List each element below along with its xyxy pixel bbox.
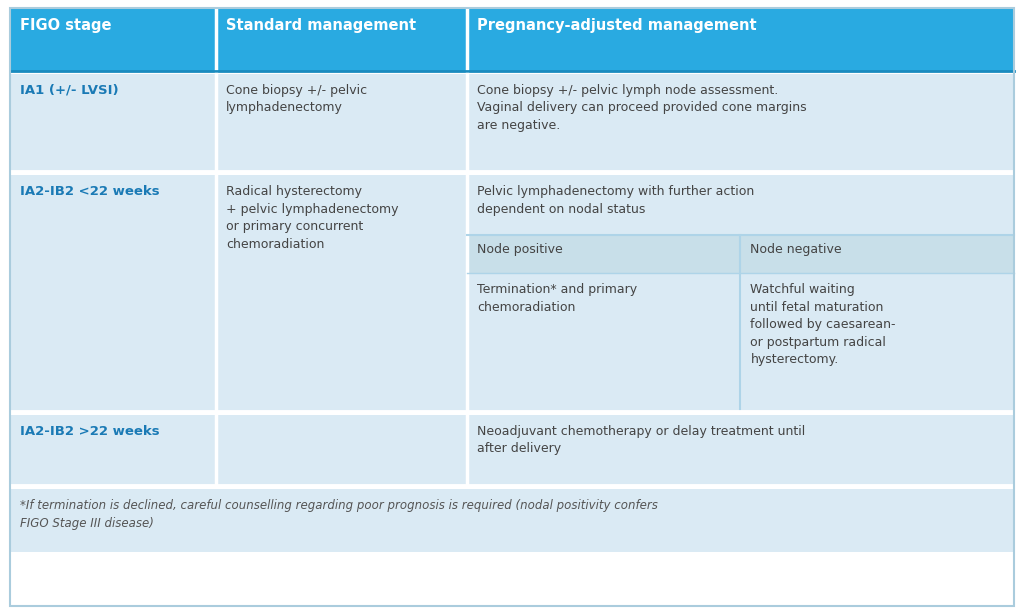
Bar — [10, 8, 216, 71]
Text: IA2-IB2 >22 weeks: IA2-IB2 >22 weeks — [20, 425, 160, 438]
Text: Pregnancy-adjusted management: Pregnancy-adjusted management — [477, 18, 757, 33]
Bar — [467, 74, 1014, 173]
Bar — [467, 176, 1014, 411]
Bar — [467, 8, 1014, 71]
Bar — [467, 235, 740, 273]
Text: Neoadjuvant chemotherapy or delay treatment until
after delivery: Neoadjuvant chemotherapy or delay treatm… — [477, 425, 805, 455]
Text: Standard management: Standard management — [226, 18, 416, 33]
Text: Node negative: Node negative — [751, 243, 842, 257]
Bar — [10, 74, 216, 173]
Text: Watchful waiting
until fetal maturation
followed by caesarean-
or postpartum rad: Watchful waiting until fetal maturation … — [751, 284, 896, 367]
Text: Termination* and primary
chemoradiation: Termination* and primary chemoradiation — [477, 284, 637, 314]
Text: FIGO stage: FIGO stage — [20, 18, 112, 33]
Text: *If termination is declined, careful counselling regarding poor prognosis is req: *If termination is declined, careful cou… — [20, 499, 657, 530]
Bar — [740, 235, 1014, 273]
Text: Radical hysterectomy
+ pelvic lymphadenectomy
or primary concurrent
chemoradiati: Radical hysterectomy + pelvic lymphadene… — [226, 185, 398, 251]
Bar — [216, 414, 467, 486]
Bar — [216, 74, 467, 173]
Bar — [10, 489, 1014, 552]
Text: IA1 (+/- LVSI): IA1 (+/- LVSI) — [20, 84, 119, 97]
Text: Node positive: Node positive — [477, 243, 562, 257]
Text: Cone biopsy +/- pelvic lymph node assessment.
Vaginal delivery can proceed provi: Cone biopsy +/- pelvic lymph node assess… — [477, 84, 807, 132]
Text: Pelvic lymphadenectomy with further action
dependent on nodal status: Pelvic lymphadenectomy with further acti… — [477, 185, 754, 216]
Bar — [467, 414, 1014, 486]
Text: IA2-IB2 <22 weeks: IA2-IB2 <22 weeks — [20, 185, 160, 198]
Bar — [10, 414, 216, 486]
Bar — [216, 176, 467, 411]
Bar — [10, 176, 216, 411]
Text: Cone biopsy +/- pelvic
lymphadenectomy: Cone biopsy +/- pelvic lymphadenectomy — [226, 84, 367, 114]
Bar — [216, 8, 467, 71]
